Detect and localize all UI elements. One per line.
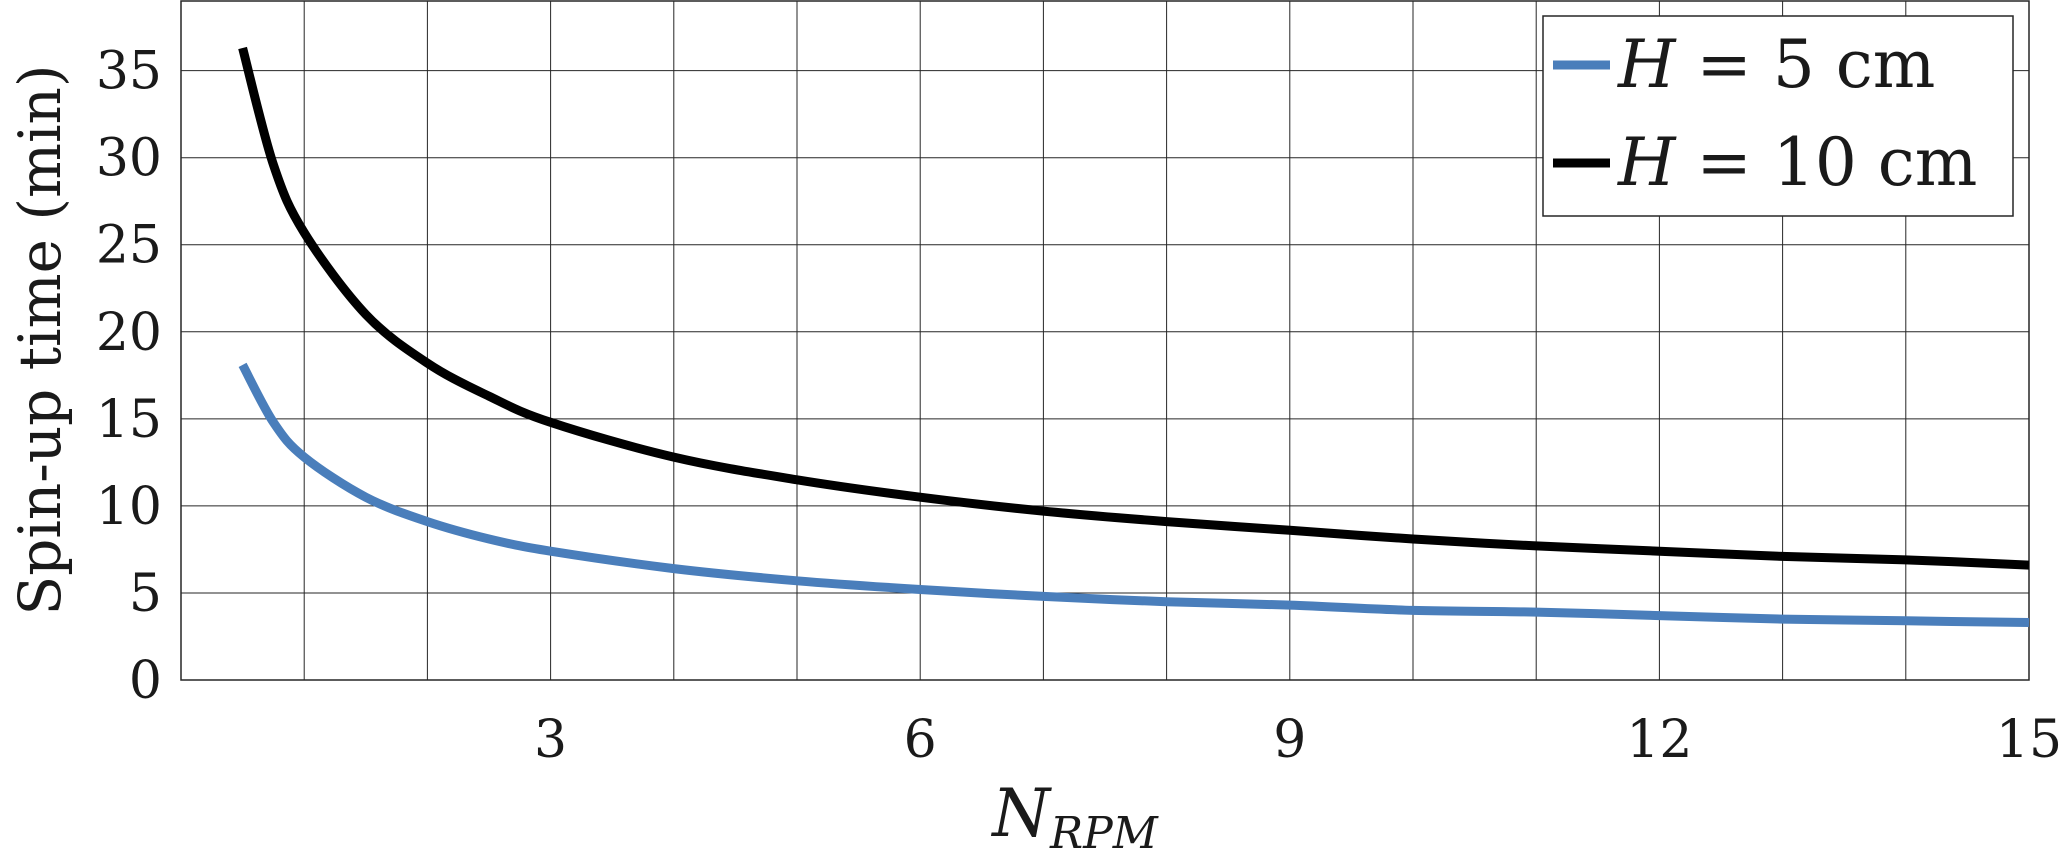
y-tick-label: 10 — [96, 477, 162, 537]
x-tick-label: 15 — [1996, 710, 2061, 770]
series-line-h10 — [238, 46, 2030, 570]
legend-box — [1542, 15, 2014, 217]
legend-entry-h5: H = 5 cm — [1617, 26, 1935, 103]
legend-h10-var: H — [1617, 124, 1677, 201]
series-lines — [238, 46, 2030, 627]
series-line-h5 — [238, 362, 2030, 627]
legend-h5-var: H — [1617, 26, 1677, 103]
legend: H = 5 cm H = 10 cm — [1542, 15, 2014, 217]
y-tick-label: 15 — [96, 390, 162, 450]
y-tick-label: 35 — [96, 42, 162, 102]
x-tick-label: 12 — [1626, 710, 1692, 770]
y-tick-label: 5 — [129, 564, 162, 624]
y-tick-label: 25 — [96, 216, 162, 276]
legend-h10-rest: = 10 cm — [1676, 124, 1978, 201]
y-axis-label: Spin-up time (min) — [6, 64, 74, 615]
x-axis-label-main: N — [990, 775, 1052, 852]
y-tick-label: 0 — [129, 651, 162, 711]
x-tick-label: 3 — [534, 710, 567, 770]
x-axis-label: NRPM — [990, 775, 1158, 859]
x-tick-label: 6 — [904, 710, 937, 770]
x-tick-label: 9 — [1273, 710, 1306, 770]
legend-h5-rest: = 5 cm — [1676, 26, 1936, 103]
tick-labels: 3 6 9 12 15 0 5 10 15 20 25 30 35 — [96, 42, 2061, 770]
y-tick-label: 20 — [96, 303, 162, 363]
y-tick-label: 30 — [96, 129, 162, 189]
x-axis-label-subscript: RPM — [1049, 808, 1159, 859]
legend-entry-h10: H = 10 cm — [1617, 124, 1977, 201]
plot-frame — [180, 0, 2030, 681]
